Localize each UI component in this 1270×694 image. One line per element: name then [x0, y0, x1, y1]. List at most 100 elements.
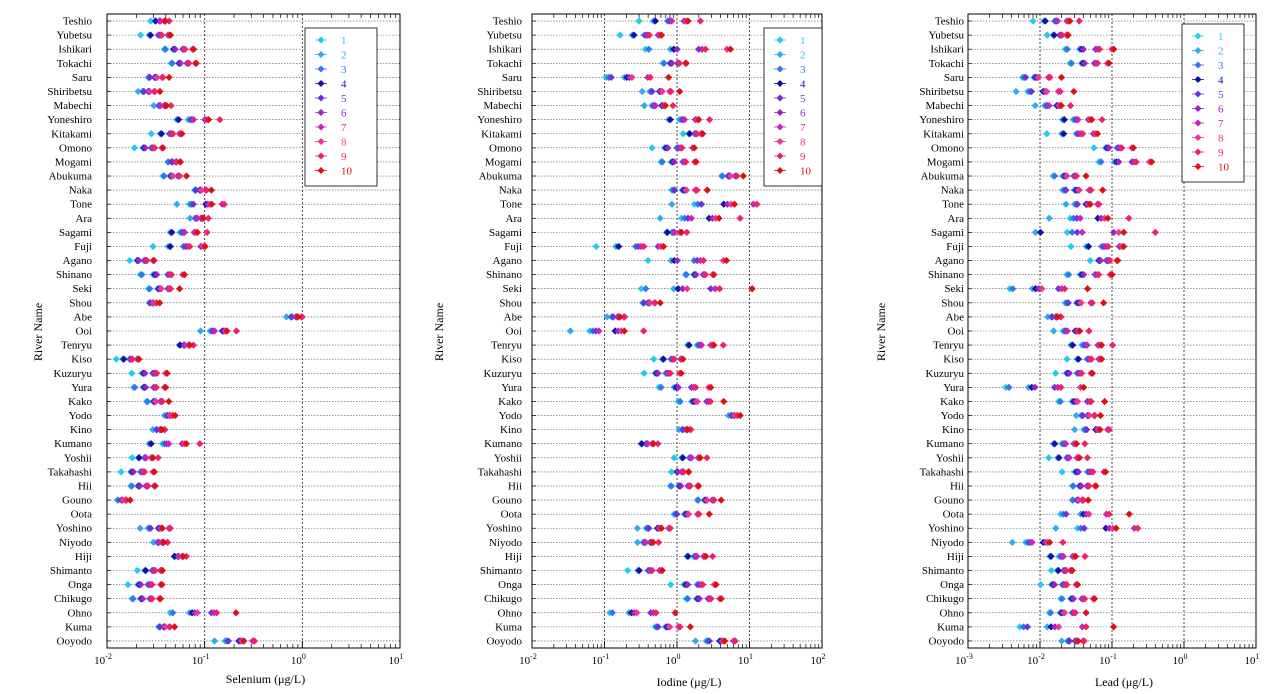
data-point: [684, 17, 692, 25]
data-point: [232, 327, 241, 335]
data-point: [1095, 45, 1104, 53]
data-point: [1055, 623, 1063, 631]
data-point: [1087, 397, 1095, 406]
data-point: [1081, 552, 1089, 561]
river-label: Oota: [501, 509, 523, 521]
x-tick-exponent: 1: [400, 652, 404, 661]
data-point: [702, 552, 710, 561]
data-point: [1072, 440, 1081, 448]
legend-label: 2: [800, 50, 806, 62]
river-label: Naka: [69, 185, 92, 197]
data-point: [697, 200, 706, 208]
data-point: [1104, 242, 1112, 251]
data-point: [652, 609, 660, 617]
data-point: [1068, 341, 1077, 349]
x-tick-exponent: -1: [203, 652, 210, 661]
data-point: [1063, 580, 1071, 589]
data-point: [1074, 355, 1083, 363]
data-point: [1098, 186, 1107, 194]
river-label: Takahashi: [478, 466, 522, 478]
river-label: Shinano: [928, 269, 965, 281]
river-label: Seki: [72, 283, 92, 295]
data-point: [1066, 17, 1074, 25]
river-label: Yura: [71, 382, 92, 394]
data-point: [693, 552, 701, 561]
data-point: [679, 454, 687, 462]
data-point: [720, 397, 728, 406]
data-point: [146, 31, 155, 39]
data-point: [163, 369, 171, 377]
x-tick-label: 101: [389, 652, 404, 667]
data-point: [1062, 440, 1070, 448]
data-point: [1056, 397, 1065, 406]
data-point: [1076, 214, 1084, 222]
river-label: Omono: [59, 142, 93, 154]
river-label: Sagami: [59, 227, 92, 239]
data-point: [695, 510, 703, 518]
data-point: [1108, 341, 1117, 349]
data-point: [1053, 17, 1062, 25]
data-point: [166, 285, 175, 293]
river-label: Yoshii: [64, 452, 92, 464]
river-label: Yoneshiro: [919, 114, 964, 126]
data-point: [1151, 228, 1159, 237]
data-point: [1075, 17, 1083, 25]
data-point: [131, 383, 139, 391]
data-point: [1036, 228, 1045, 237]
x-tick-exponent: 0: [677, 652, 681, 661]
data-point: [176, 59, 185, 67]
data-point: [1088, 369, 1097, 377]
data-point: [1051, 440, 1059, 448]
river-label: Kino: [500, 424, 523, 436]
data-point: [139, 595, 147, 603]
data-point: [153, 369, 161, 377]
river-label: Yoshino: [56, 523, 93, 535]
data-point: [138, 271, 146, 279]
river-label: Kuzuryu: [484, 368, 523, 380]
river-label: Shou: [499, 297, 522, 309]
data-point: [1047, 552, 1055, 561]
data-point: [1080, 524, 1088, 532]
data-point: [695, 116, 703, 124]
chart-panel-2: 10-2 10-1 100 101 102TeshioYubetsuIshikariTo…: [432, 13, 826, 689]
x-tick-base: 10: [519, 655, 531, 667]
data-point: [699, 256, 708, 265]
y-axis-title: River Name: [31, 303, 45, 361]
river-label: Onga: [68, 579, 92, 591]
data-point: [168, 59, 176, 67]
data-point: [158, 580, 166, 589]
river-label: Tenryu: [933, 340, 964, 352]
data-point: [1064, 31, 1072, 39]
river-label: Tone: [500, 199, 522, 211]
data-point: [710, 271, 718, 279]
data-point: [175, 285, 184, 293]
river-label: Tenryu: [61, 340, 92, 352]
data-point: [616, 31, 624, 39]
river-label: Niyodo: [489, 537, 523, 549]
data-point: [161, 45, 170, 53]
x-tick-base: 10: [389, 655, 401, 667]
data-point: [148, 580, 156, 589]
river-label: Ooyodo: [929, 635, 965, 647]
data-point: [676, 397, 684, 406]
data-point: [630, 31, 638, 39]
legend-box: [1181, 23, 1245, 183]
data-point: [1067, 242, 1075, 251]
data-point: [1074, 116, 1082, 124]
data-point: [1120, 228, 1128, 237]
data-point: [162, 101, 171, 110]
data-point: [1043, 130, 1051, 138]
data-point: [159, 144, 167, 152]
data-point: [651, 17, 660, 25]
data-point: [683, 228, 691, 237]
data-point: [1009, 285, 1017, 293]
x-tick-base: 10: [738, 655, 750, 667]
data-point: [1077, 482, 1085, 490]
data-point: [648, 566, 656, 575]
data-point: [666, 623, 674, 631]
chart-panel-3: 10-3 10-2 10-1 100 101TeshioYubetsuIshikariT…: [874, 13, 1260, 689]
river-label: Kiso: [501, 354, 522, 366]
data-point: [566, 327, 575, 335]
x-tick-exponent: 2: [822, 652, 826, 661]
data-point: [633, 609, 641, 617]
